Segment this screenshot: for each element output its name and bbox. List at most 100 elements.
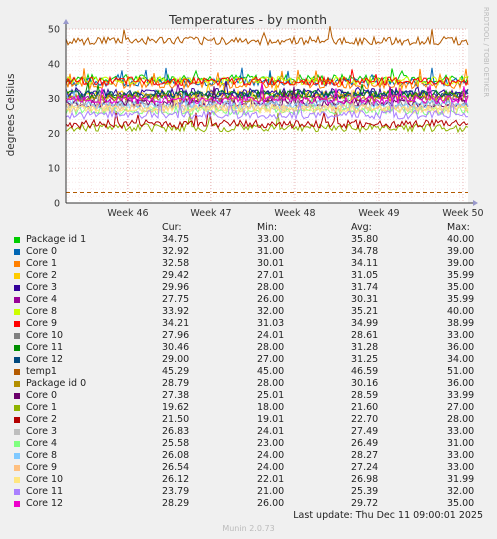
legend-row: Core 4 25.58 23.00 26.49 31.00	[0, 438, 497, 450]
legend-row: Core 2 21.50 19.01 22.70 28.00	[0, 414, 497, 426]
series-line	[65, 96, 469, 121]
legend-swatch	[14, 369, 20, 375]
legend-min: 23.00	[257, 438, 285, 449]
legend-row: Core 3 29.96 28.00 31.74 35.00	[0, 282, 497, 294]
legend-max: 33.00	[447, 330, 475, 341]
legend-max: 33.00	[447, 426, 475, 437]
legend-avg: 34.99	[351, 318, 379, 329]
legend-cur: 29.96	[162, 282, 190, 293]
y-tick-label: 30	[48, 94, 60, 105]
legend-header-min: Min:	[257, 222, 278, 233]
munin-version: Munin 2.0.73	[222, 524, 275, 533]
legend-max: 33.00	[447, 462, 475, 473]
legend-cur: 26.83	[162, 426, 190, 437]
legend-label: temp1	[26, 366, 57, 377]
chart-title: Temperatures - by month	[168, 12, 327, 27]
legend-max: 40.00	[447, 234, 475, 245]
legend-avg: 34.11	[351, 258, 379, 269]
legend-swatch	[14, 261, 20, 267]
legend-min: 26.00	[257, 498, 285, 509]
legend-max: 35.99	[447, 294, 475, 305]
legend-label: Core 0	[26, 390, 58, 401]
legend-cur: 32.58	[162, 258, 190, 269]
temperature-chart: Temperatures - by month degrees Celsius …	[5, 7, 490, 219]
legend-cur: 28.79	[162, 378, 190, 389]
legend-row: Core 3 26.83 24.01 27.49 33.00	[0, 426, 497, 438]
x-axis-arrow	[473, 200, 478, 206]
legend-label: Core 0	[26, 246, 58, 257]
x-tick-label: Week 46	[107, 208, 148, 219]
legend-label: Package id 0	[26, 378, 87, 389]
legend-max: 40.00	[447, 306, 475, 317]
legend-swatch	[14, 273, 20, 279]
legend-swatch	[14, 465, 20, 471]
legend-swatch	[14, 453, 20, 459]
series-line	[65, 75, 469, 86]
plot-background	[66, 29, 468, 203]
legend-swatch	[14, 441, 20, 447]
series-line	[65, 112, 469, 134]
legend-avg: 28.27	[351, 450, 379, 461]
legend-avg: 31.74	[351, 282, 379, 293]
legend-avg: 31.28	[351, 342, 379, 353]
legend-min: 19.01	[257, 414, 285, 425]
legend-avg: 35.80	[351, 234, 379, 245]
legend-row: Core 1 19.62 18.00 21.60 27.00	[0, 402, 497, 414]
legend-max: 36.00	[447, 378, 475, 389]
legend-min: 25.01	[257, 390, 285, 401]
legend-label: Core 11	[26, 342, 64, 353]
legend-min: 21.00	[257, 486, 285, 497]
legend-min: 24.01	[257, 426, 285, 437]
legend-row: Core 9 26.54 24.00 27.24 33.00	[0, 462, 497, 474]
legend-label: Core 10	[26, 474, 64, 485]
legend-max: 35.99	[447, 270, 475, 281]
legend-min: 22.01	[257, 474, 285, 485]
series-line	[65, 107, 469, 131]
legend: Cur: Min: Avg: Max: Package id 1 34.75 33.…	[0, 222, 497, 510]
legend-swatch	[14, 501, 20, 507]
legend-cur: 21.50	[162, 414, 190, 425]
legend-row: temp1 45.29 45.00 46.59 51.00	[0, 366, 497, 378]
legend-min: 24.00	[257, 462, 285, 473]
legend-min: 28.00	[257, 342, 285, 353]
legend-label: Core 4	[26, 294, 58, 305]
legend-row: Core 12 29.00 27.00 31.25 34.00	[0, 354, 497, 366]
legend-min: 18.00	[257, 402, 285, 413]
legend-row: Core 11 30.46 28.00 31.28 36.00	[0, 342, 497, 354]
legend-cur: 26.54	[162, 462, 190, 473]
y-tick-label: 40	[48, 59, 60, 70]
legend-row: Core 10 27.96 24.01 28.61 33.00	[0, 330, 497, 342]
legend-max: 35.00	[447, 282, 475, 293]
series-line	[65, 92, 469, 104]
legend-cur: 26.08	[162, 450, 190, 461]
legend-avg: 31.05	[351, 270, 379, 281]
legend-label: Core 10	[26, 330, 64, 341]
legend-swatch	[14, 249, 20, 255]
legend-swatch	[14, 357, 20, 363]
legend-header-max: Max:	[447, 222, 470, 233]
legend-min: 27.01	[257, 270, 285, 281]
legend-max: 31.99	[447, 474, 475, 485]
legend-avg: 30.31	[351, 294, 379, 305]
x-tick-label: Week 49	[358, 208, 399, 219]
series-line	[65, 26, 469, 47]
legend-cur: 29.42	[162, 270, 190, 281]
legend-label: Core 1	[26, 402, 58, 413]
y-tick-label: 0	[54, 199, 60, 210]
legend-label: Core 9	[26, 462, 58, 473]
legend-cur: 19.62	[162, 402, 190, 413]
legend-cur: 26.12	[162, 474, 190, 485]
legend-min: 27.00	[257, 354, 285, 365]
legend-row: Core 4 27.75 26.00 30.31 35.99	[0, 294, 497, 306]
legend-header-cur: Cur:	[162, 222, 182, 233]
legend-swatch	[14, 477, 20, 483]
legend-min: 33.00	[257, 234, 285, 245]
legend-row: Core 8 26.08 24.00 28.27 33.00	[0, 450, 497, 462]
legend-cur: 27.96	[162, 330, 190, 341]
legend-min: 32.00	[257, 306, 285, 317]
legend-row: Core 10 26.12 22.01 26.98 31.99	[0, 474, 497, 486]
y-axis-arrow	[63, 19, 69, 24]
legend-avg: 30.16	[351, 378, 379, 389]
legend-row: Core 8 33.92 32.00 35.21 40.00	[0, 306, 497, 318]
legend-min: 26.00	[257, 294, 285, 305]
